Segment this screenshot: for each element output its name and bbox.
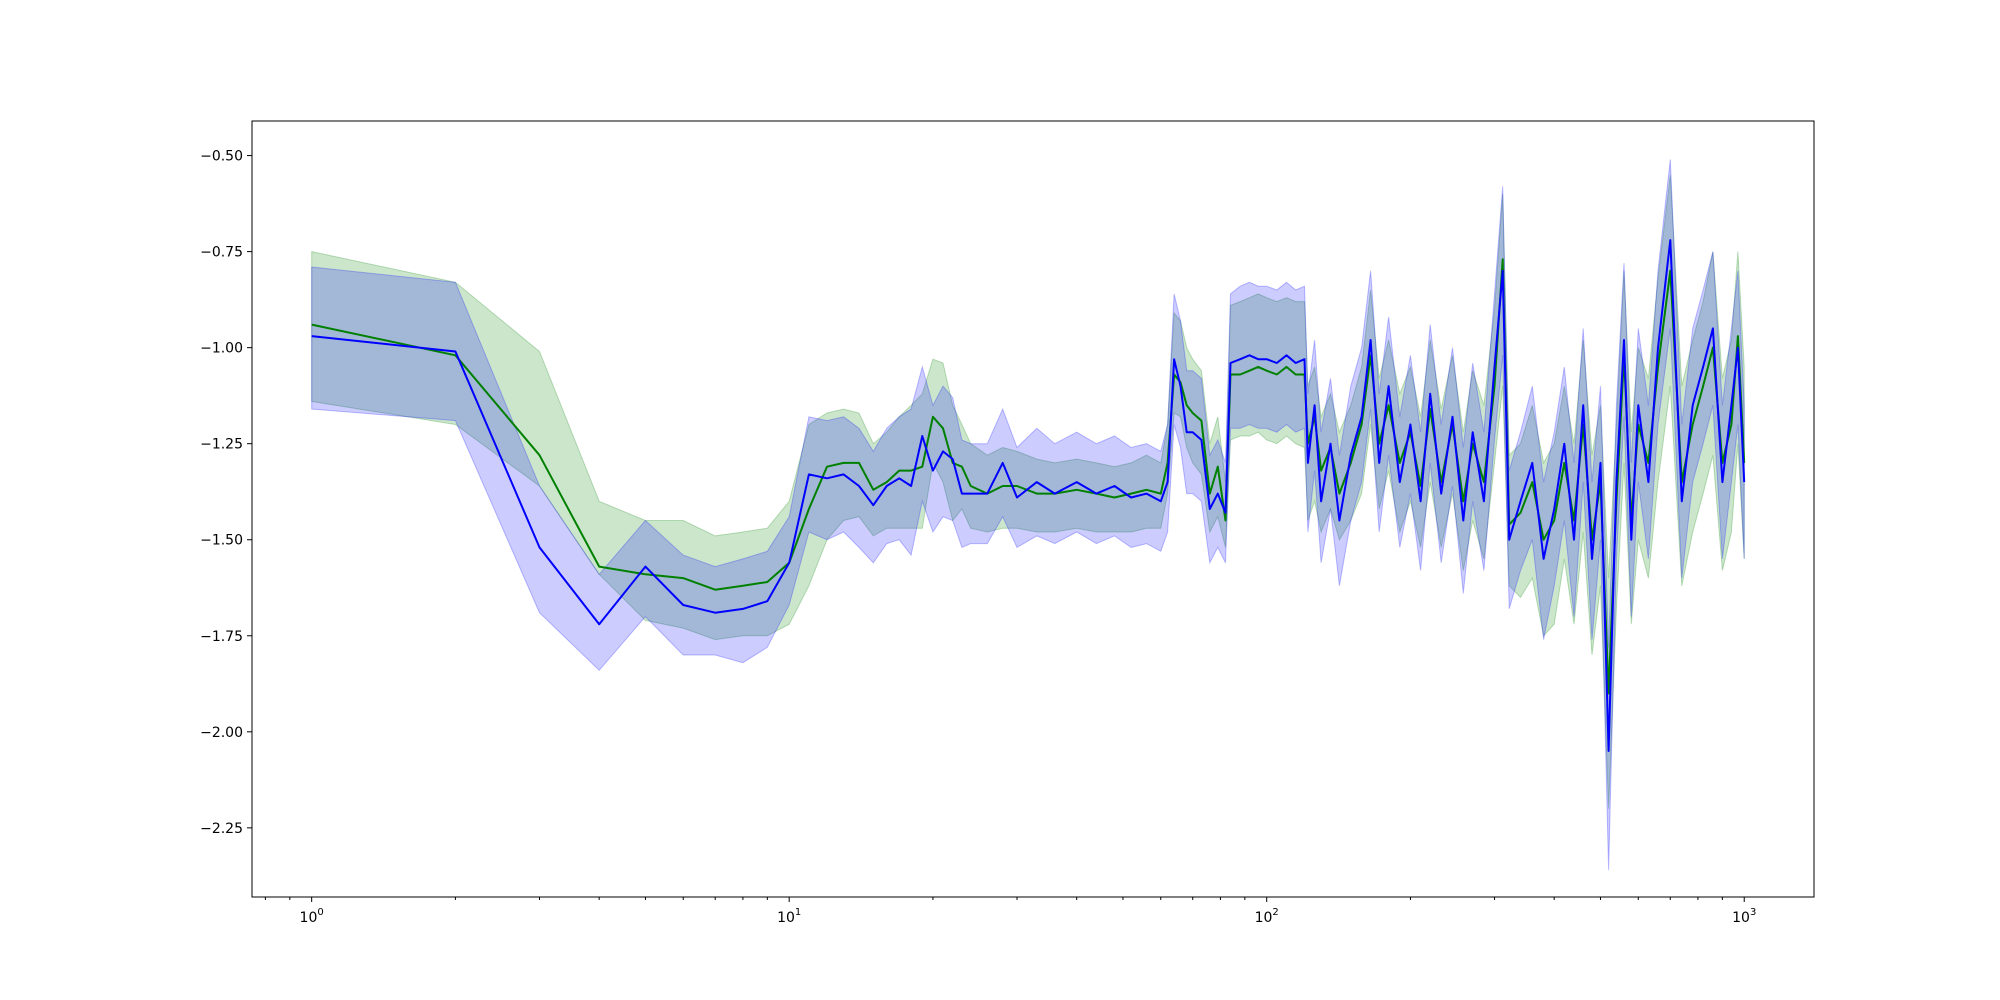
- series-1-band: [311, 174, 1745, 809]
- y-tick-label: −1.50: [200, 533, 243, 549]
- y-tick-label: −0.50: [200, 149, 243, 165]
- y-axis: −0.50 −0.75 −1.00 −1.25 −1.50 −1.75 −2.00 −2.25: [200, 149, 252, 837]
- y-tick-label: −2.00: [200, 725, 243, 741]
- x-tick-label: 103: [1732, 907, 1756, 926]
- series-2-band: [311, 159, 1745, 871]
- confidence-bands: [311, 159, 1745, 871]
- plot-area: [311, 159, 1746, 871]
- x-tick-label: 100: [300, 907, 324, 926]
- x-tick-label: 101: [777, 907, 801, 926]
- series-2-line: [311, 239, 1746, 752]
- y-tick-label: −1.00: [200, 341, 243, 357]
- y-tick-label: −0.75: [200, 245, 243, 261]
- x-axis: 100 101 102 103: [264, 897, 1756, 926]
- x-tick-label: 102: [1255, 907, 1279, 926]
- y-tick-label: −2.25: [200, 821, 243, 837]
- y-tick-label: −1.25: [200, 437, 243, 453]
- series-lines: [311, 239, 1746, 752]
- y-tick-label: −1.75: [200, 629, 243, 645]
- axes-frame: [251, 120, 1815, 898]
